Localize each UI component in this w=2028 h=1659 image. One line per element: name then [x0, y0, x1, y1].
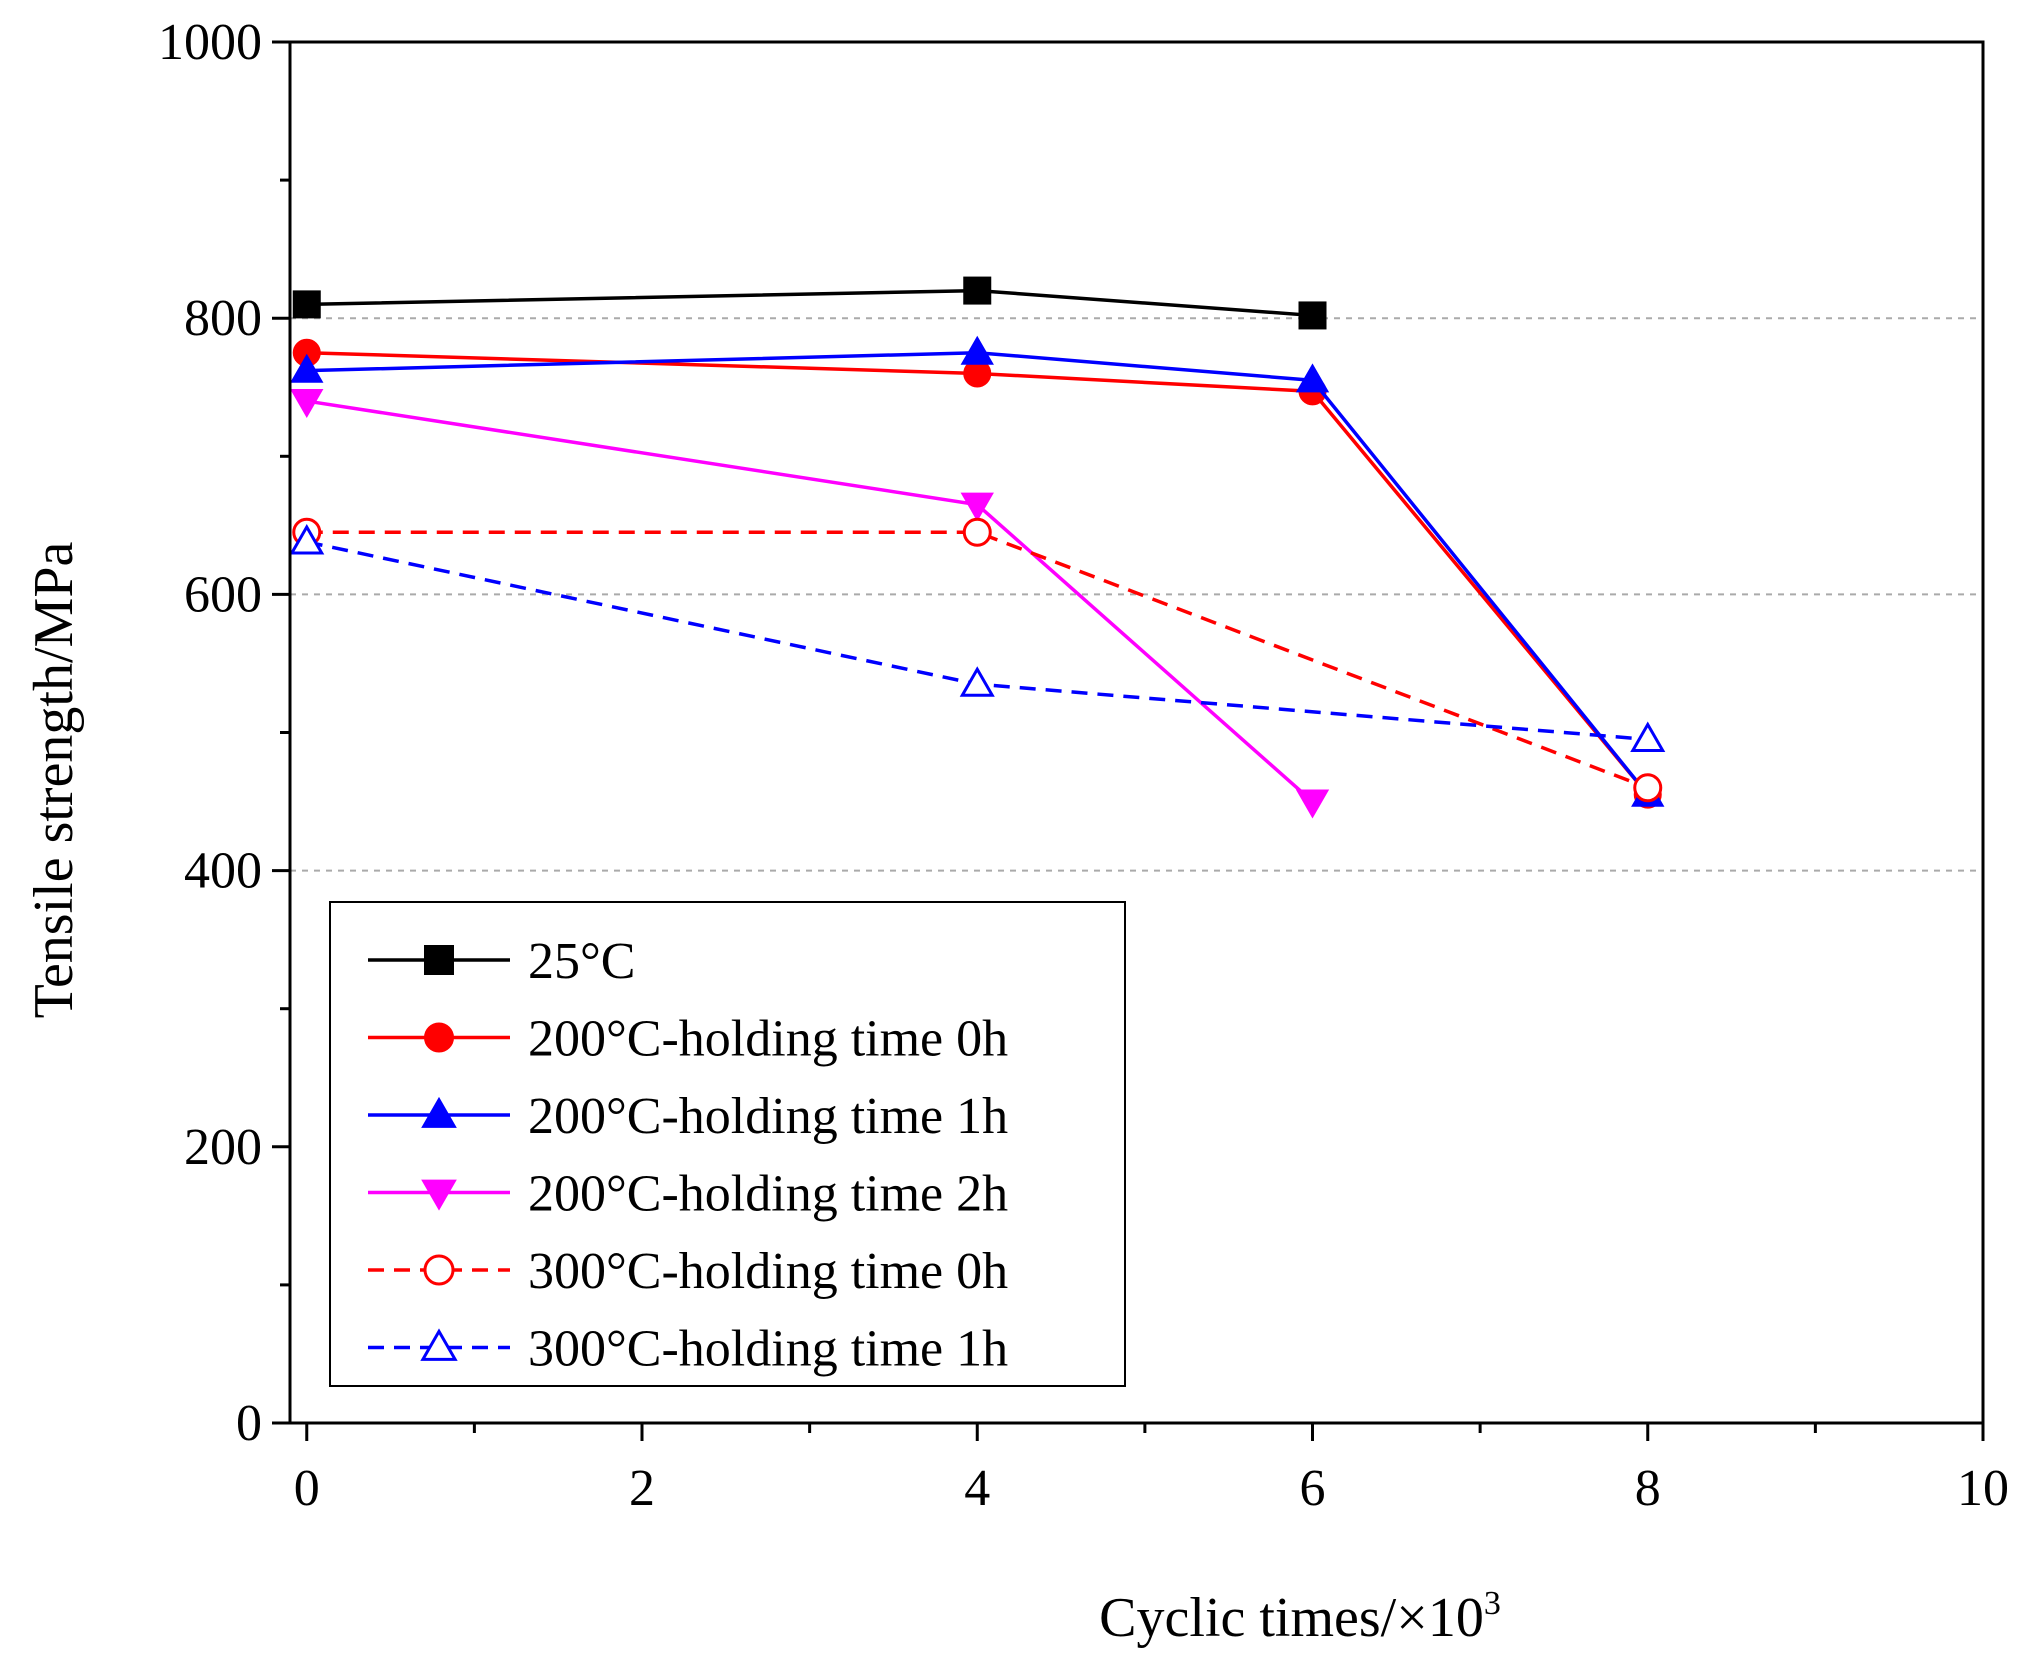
data-point [1630, 721, 1666, 752]
series-1 [292, 276, 1327, 330]
x-tick-label: 8 [1635, 1460, 1661, 1517]
legend-label: 300°C-holding time 1h [528, 1321, 1008, 1378]
series-line [306, 350, 1650, 796]
legend-box [329, 901, 1126, 1387]
y-tick-label: 400 [184, 843, 262, 900]
x-tick-label: 6 [1300, 1460, 1326, 1517]
legend-entry-6: 300°C-holding time 1h [368, 1321, 1008, 1378]
x-axis-label-superscript: 3 [1484, 1585, 1501, 1622]
y-axis-label: Tensile strength/MPa [23, 542, 85, 1019]
series-line [306, 288, 1313, 318]
x-axis-label-text: Cyclic times/×10 [1099, 1587, 1484, 1649]
x-tick-label: 10 [1957, 1460, 2009, 1517]
legend-entry-3: 200°C-holding time 1h [368, 1088, 1008, 1145]
series-4 [290, 389, 1330, 819]
legend-label: 200°C-holding time 1h [528, 1088, 1008, 1145]
data-point [963, 276, 992, 305]
x-tick-label: 2 [629, 1460, 655, 1517]
legend-marker [420, 1328, 458, 1361]
y-tick-label: 600 [184, 566, 262, 623]
data-point [292, 290, 321, 319]
x-tick-label: 4 [964, 1460, 990, 1517]
series-2 [292, 338, 1662, 809]
data-point [289, 523, 325, 555]
y-tick-label: 200 [184, 1119, 262, 1176]
legend-marker [424, 945, 454, 975]
series-6 [289, 523, 1666, 752]
data-point [1295, 789, 1330, 819]
legend-label: 25°C [528, 933, 635, 990]
legend-entry-2: 200°C-holding time 0h [368, 1011, 1008, 1068]
legend-entry-4: 200°C-holding time 2h [368, 1166, 1008, 1223]
series-3 [290, 335, 1665, 807]
data-point [960, 335, 994, 365]
axes: 0 200 400 600 800 1000 0 2 4 6 8 10 [158, 14, 2009, 1517]
data-point [1298, 301, 1327, 330]
legend-label: 200°C-holding time 0h [528, 1011, 1008, 1068]
y-tick-label: 0 [236, 1395, 262, 1452]
series-line [306, 350, 1650, 796]
y-tick-label: 800 [184, 290, 262, 347]
data-point [290, 389, 324, 419]
legend-label: 200°C-holding time 2h [528, 1166, 1008, 1223]
legend-entry-1: 25°C [368, 933, 635, 990]
data-point [290, 353, 324, 383]
legend-label: 300°C-holding time 0h [528, 1243, 1008, 1300]
legend: 25°C 200°C-holding time 0h 200°C-holding t… [329, 901, 1126, 1387]
data-point [960, 492, 994, 522]
legend-marker [421, 1179, 457, 1211]
data-point [962, 517, 992, 547]
series-line [306, 530, 1649, 790]
y-tick-label: 1000 [158, 14, 262, 71]
x-axis-label: Cyclic times/×103 [1099, 1585, 1501, 1649]
legend-marker [423, 1254, 455, 1286]
data-point [1295, 363, 1330, 393]
legend-entry-5: 300°C-holding time 0h [368, 1243, 1008, 1300]
x-tick-label: 0 [294, 1460, 320, 1517]
data-point [959, 666, 995, 697]
legend-marker [421, 1096, 457, 1128]
series-layer [289, 276, 1666, 819]
data-point [1633, 773, 1663, 803]
legend-marker [424, 1022, 454, 1053]
